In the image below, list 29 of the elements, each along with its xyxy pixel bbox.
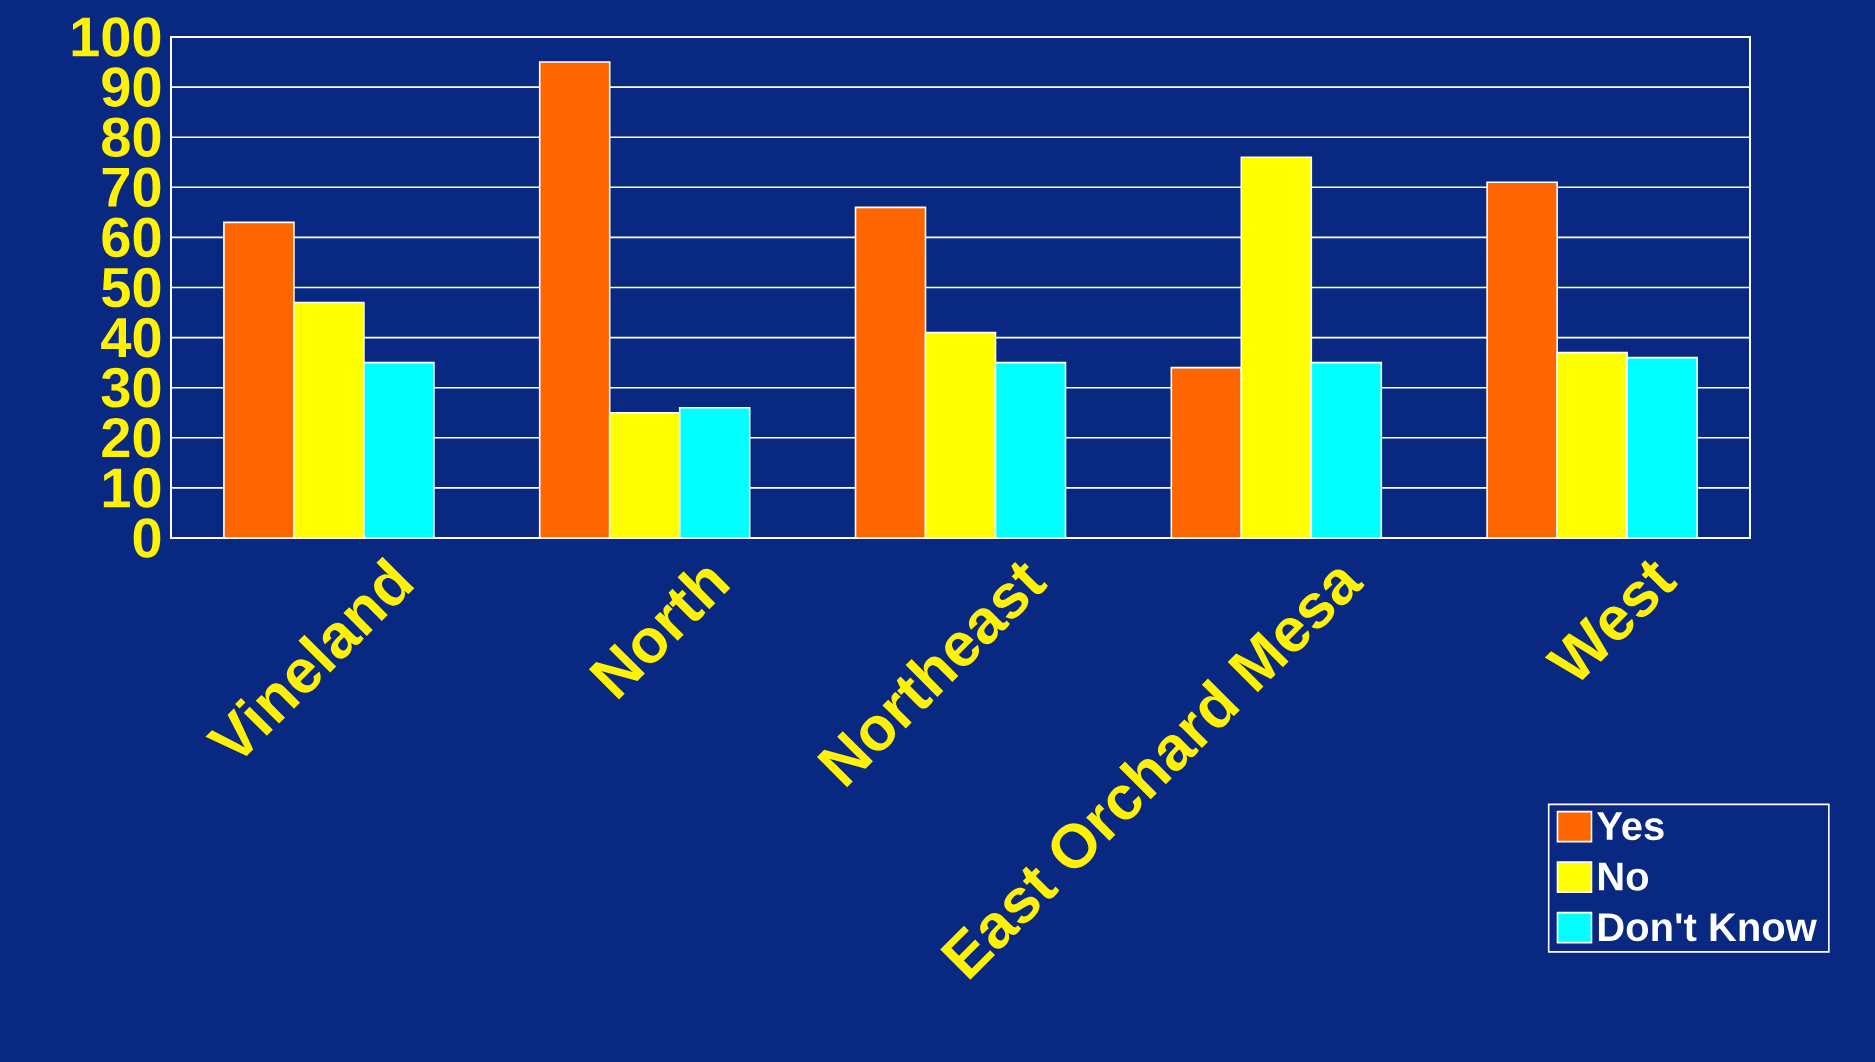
legend-label: Yes bbox=[1596, 812, 1664, 841]
bar bbox=[293, 301, 365, 538]
bar bbox=[1310, 361, 1383, 538]
y-tick-label: 100 bbox=[72, 17, 161, 57]
bar bbox=[1486, 181, 1558, 538]
bar bbox=[1240, 156, 1313, 538]
bar bbox=[538, 61, 611, 538]
legend-label: No bbox=[1598, 862, 1649, 891]
bar bbox=[1626, 356, 1698, 538]
y-tick-label: 60 bbox=[102, 217, 161, 258]
y-tick-label: 70 bbox=[102, 167, 161, 208]
bar bbox=[678, 406, 751, 538]
y-tick-label: 0 bbox=[133, 518, 161, 558]
legend-label: Don't Know bbox=[1598, 913, 1817, 942]
bar bbox=[363, 361, 435, 538]
bar bbox=[994, 361, 1067, 538]
bar bbox=[854, 206, 927, 538]
y-tick-label: 50 bbox=[102, 267, 161, 308]
bar bbox=[924, 331, 997, 538]
y-tick-label: 40 bbox=[101, 317, 161, 358]
y-tick-label: 80 bbox=[102, 117, 161, 158]
bar bbox=[608, 411, 681, 538]
bar bbox=[223, 221, 295, 538]
y-tick-label: 10 bbox=[103, 468, 161, 508]
y-tick-label: 90 bbox=[102, 67, 161, 107]
y-tick-label: 30 bbox=[101, 367, 161, 408]
bar bbox=[1170, 366, 1243, 538]
bar bbox=[1556, 351, 1628, 538]
y-tick-label: 20 bbox=[102, 418, 161, 458]
